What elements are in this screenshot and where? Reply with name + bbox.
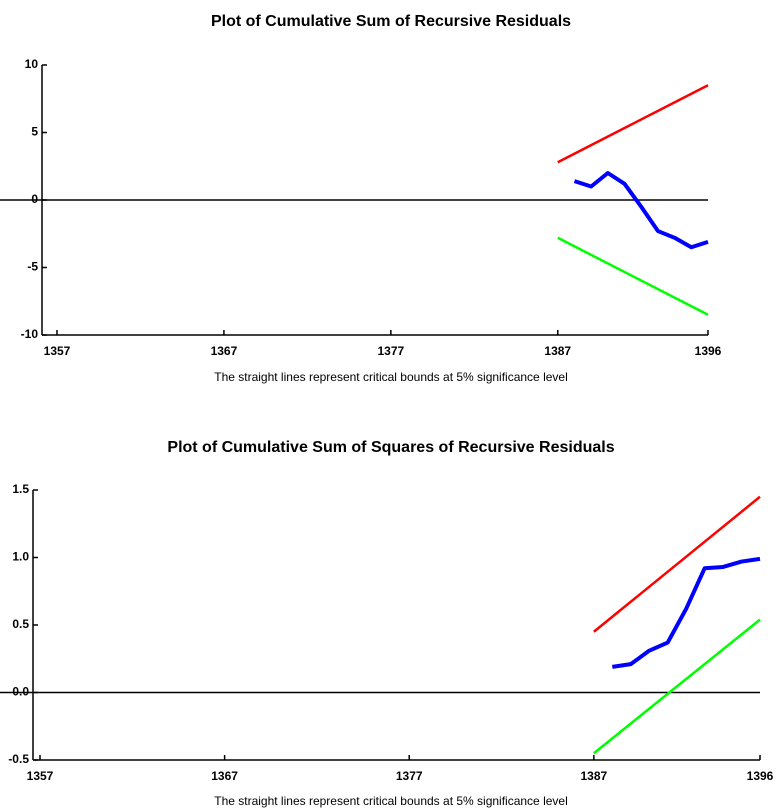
x-tick-label: 1357 — [27, 769, 54, 783]
chart-title: Plot of Cumulative Sum of Squares of Rec… — [167, 439, 614, 456]
x-tick-label: 1387 — [580, 769, 607, 783]
series-line — [594, 620, 760, 754]
x-tick-label: 1367 — [211, 769, 238, 783]
chart-page: Plot of Cumulative Sum of Recursive Resi… — [0, 0, 782, 811]
chart-title: Plot of Cumulative Sum of Recursive Resi… — [211, 13, 571, 30]
series-line — [558, 238, 708, 315]
y-tick-label: 5 — [31, 125, 38, 139]
y-tick-label: 10 — [25, 57, 39, 71]
chart-note: The straight lines represent critical bo… — [214, 794, 568, 808]
x-tick-label: 1367 — [211, 344, 238, 358]
x-tick-label: 1377 — [377, 344, 404, 358]
chart-note: The straight lines represent critical bo… — [214, 370, 568, 384]
series-line — [612, 559, 760, 667]
y-tick-label: 0.5 — [12, 617, 29, 631]
y-tick-label: 1.0 — [12, 550, 29, 564]
y-tick-label: -10 — [21, 327, 39, 341]
page: Plot of Cumulative Sum of Recursive Resi… — [0, 0, 782, 811]
y-tick-label: -0.5 — [8, 752, 29, 766]
y-tick-label: 1.5 — [12, 482, 29, 496]
x-tick-label: 1396 — [695, 344, 722, 358]
series-line — [574, 173, 708, 247]
y-tick-label: 0 — [31, 192, 38, 206]
series-line — [558, 85, 708, 162]
x-tick-label: 1357 — [44, 344, 71, 358]
y-tick-label: 0.0 — [12, 685, 29, 699]
x-tick-label: 1377 — [396, 769, 423, 783]
y-tick-label: -5 — [27, 260, 38, 274]
x-tick-label: 1396 — [747, 769, 774, 783]
x-tick-label: 1387 — [544, 344, 571, 358]
